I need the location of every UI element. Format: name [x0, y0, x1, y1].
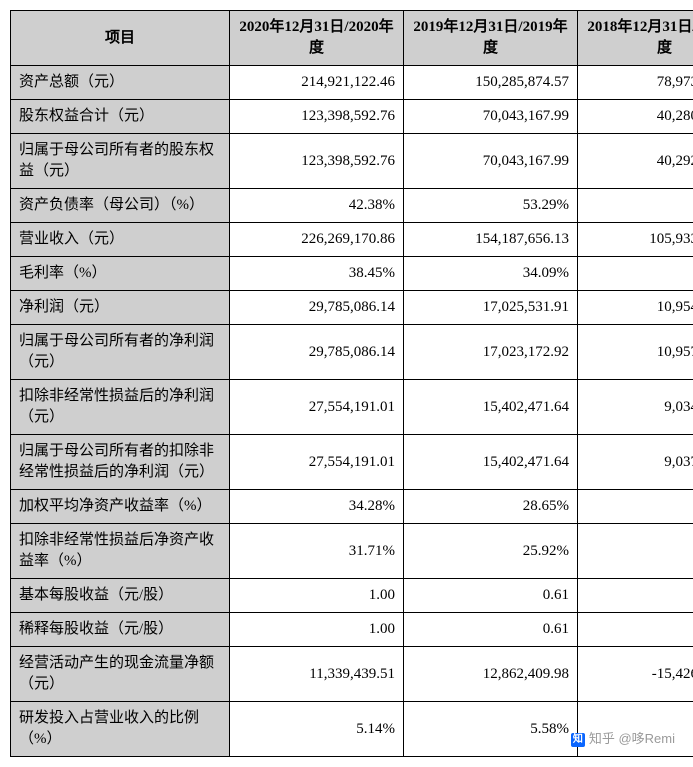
- row-value-y2018: 105,933,978.96: [578, 223, 693, 257]
- table-row: 加权平均净资产收益率（%）34.28%28.65%29.00%: [11, 490, 693, 524]
- table-row: 经营活动产生的现金流量净额（元）11,339,439.5112,862,409.…: [11, 647, 693, 702]
- header-row: 项目 2020年12月31日/2020年度 2019年12月31日/2019年度…: [11, 11, 693, 66]
- row-label: 经营活动产生的现金流量净额（元）: [11, 647, 230, 702]
- row-value-y2020: 123,398,592.76: [230, 100, 404, 134]
- row-value-y2018: 40,292,568.15: [578, 134, 693, 189]
- row-value-y2020: 42.38%: [230, 189, 404, 223]
- row-value-y2018: 9,034,438.63: [578, 380, 693, 435]
- row-label: 股东权益合计（元）: [11, 100, 230, 134]
- row-value-y2020: 31.71%: [230, 524, 404, 579]
- row-value-y2019: 0.61: [404, 613, 578, 647]
- table-row: 资产总额（元）214,921,122.46150,285,874.5778,97…: [11, 66, 693, 100]
- table-row: 基本每股收益（元/股）1.000.610.47: [11, 579, 693, 613]
- row-value-y2018: 23.91%: [578, 524, 693, 579]
- col-header-2020: 2020年12月31日/2020年度: [230, 11, 404, 66]
- row-value-y2018: 40,280,291.04: [578, 100, 693, 134]
- row-value-y2019: 154,187,656.13: [404, 223, 578, 257]
- row-value-y2019: 70,043,167.99: [404, 134, 578, 189]
- row-value-y2019: 53.29%: [404, 189, 578, 223]
- table-row: 扣除非经常性损益后的净利润（元）27,554,191.0115,402,471.…: [11, 380, 693, 435]
- row-value-y2019: 150,285,874.57: [404, 66, 578, 100]
- row-value-y2020: 226,269,170.86: [230, 223, 404, 257]
- row-value-y2020: 27,554,191.01: [230, 435, 404, 490]
- row-value-y2018: 10,954,695.13: [578, 291, 693, 325]
- col-header-2019: 2019年12月31日/2019年度: [404, 11, 578, 66]
- row-value-y2019: 0.61: [404, 579, 578, 613]
- col-header-2018: 2018年12月31日/2018年度: [578, 11, 693, 66]
- table-body: 资产总额（元）214,921,122.46150,285,874.5778,97…: [11, 66, 693, 757]
- row-value-y2019: 5.58%: [404, 702, 578, 757]
- col-header-item: 项目: [11, 11, 230, 66]
- row-value-y2019: 17,025,531.91: [404, 291, 578, 325]
- row-label: 基本每股收益（元/股）: [11, 579, 230, 613]
- table-row: 股东权益合计（元）123,398,592.7670,043,167.9940,2…: [11, 100, 693, 134]
- row-value-y2020: 1.00: [230, 613, 404, 647]
- row-value-y2020: 5.14%: [230, 702, 404, 757]
- row-value-y2018: 6.18%: [578, 702, 693, 757]
- table-row: 资产负债率（母公司）（%）42.38%53.29%49.11%: [11, 189, 693, 223]
- financial-table-container: 项目 2020年12月31日/2020年度 2019年12月31日/2019年度…: [10, 10, 683, 757]
- table-row: 净利润（元）29,785,086.1417,025,531.9110,954,6…: [11, 291, 693, 325]
- row-label: 归属于母公司所有者的净利润（元）: [11, 325, 230, 380]
- row-value-y2020: 1.00: [230, 579, 404, 613]
- table-row: 稀释每股收益（元/股）1.000.610.47: [11, 613, 693, 647]
- row-label: 加权平均净资产收益率（%）: [11, 490, 230, 524]
- financial-table: 项目 2020年12月31日/2020年度 2019年12月31日/2019年度…: [10, 10, 693, 757]
- row-value-y2018: 0.47: [578, 613, 693, 647]
- table-row: 研发投入占营业收入的比例（%）5.14%5.58%6.18%: [11, 702, 693, 757]
- row-value-y2018: 0.47: [578, 579, 693, 613]
- row-value-y2020: 11,339,439.51: [230, 647, 404, 702]
- row-value-y2019: 28.65%: [404, 490, 578, 524]
- row-value-y2019: 34.09%: [404, 257, 578, 291]
- row-value-y2018: 29.00%: [578, 490, 693, 524]
- row-label: 归属于母公司所有者的股东权益（元）: [11, 134, 230, 189]
- row-value-y2020: 123,398,592.76: [230, 134, 404, 189]
- row-value-y2019: 12,862,409.98: [404, 647, 578, 702]
- table-row: 归属于母公司所有者的扣除非经常性损益后的净利润（元）27,554,191.011…: [11, 435, 693, 490]
- table-row: 归属于母公司所有者的净利润（元）29,785,086.1417,023,172.…: [11, 325, 693, 380]
- row-value-y2018: 37.40%: [578, 257, 693, 291]
- row-value-y2018: 49.11%: [578, 189, 693, 223]
- row-label: 营业收入（元）: [11, 223, 230, 257]
- row-label: 净利润（元）: [11, 291, 230, 325]
- row-value-y2019: 17,023,172.92: [404, 325, 578, 380]
- row-value-y2018: 10,957,515.14: [578, 325, 693, 380]
- row-value-y2019: 15,402,471.64: [404, 380, 578, 435]
- row-label: 扣除非经常性损益后净资产收益率（%）: [11, 524, 230, 579]
- row-label: 稀释每股收益（元/股）: [11, 613, 230, 647]
- row-value-y2020: 29,785,086.14: [230, 291, 404, 325]
- row-value-y2019: 15,402,471.64: [404, 435, 578, 490]
- row-label: 毛利率（%）: [11, 257, 230, 291]
- table-row: 扣除非经常性损益后净资产收益率（%）31.71%25.92%23.91%: [11, 524, 693, 579]
- row-value-y2020: 29,785,086.14: [230, 325, 404, 380]
- row-value-y2018: -15,426,103.18: [578, 647, 693, 702]
- row-value-y2020: 214,921,122.46: [230, 66, 404, 100]
- table-row: 归属于母公司所有者的股东权益（元）123,398,592.7670,043,16…: [11, 134, 693, 189]
- table-row: 营业收入（元）226,269,170.86154,187,656.13105,9…: [11, 223, 693, 257]
- row-value-y2018: 78,973,436.90: [578, 66, 693, 100]
- row-value-y2020: 27,554,191.01: [230, 380, 404, 435]
- row-value-y2020: 38.45%: [230, 257, 404, 291]
- row-value-y2019: 25.92%: [404, 524, 578, 579]
- row-value-y2020: 34.28%: [230, 490, 404, 524]
- row-label: 扣除非经常性损益后的净利润（元）: [11, 380, 230, 435]
- table-row: 毛利率（%）38.45%34.09%37.40%: [11, 257, 693, 291]
- row-label: 归属于母公司所有者的扣除非经常性损益后的净利润（元）: [11, 435, 230, 490]
- row-label: 资产总额（元）: [11, 66, 230, 100]
- row-label: 资产负债率（母公司）（%）: [11, 189, 230, 223]
- row-label: 研发投入占营业收入的比例（%）: [11, 702, 230, 757]
- row-value-y2018: 9,037,258.64: [578, 435, 693, 490]
- row-value-y2019: 70,043,167.99: [404, 100, 578, 134]
